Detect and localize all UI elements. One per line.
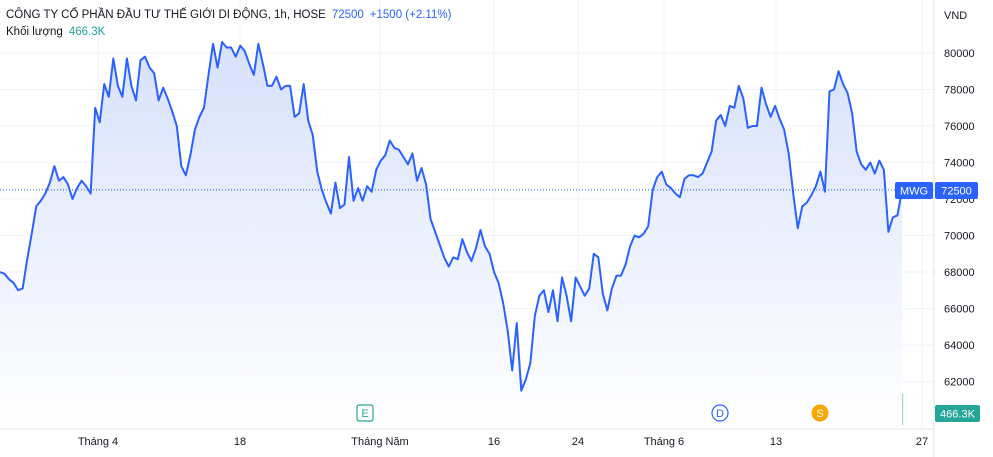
y-tick-label: 70000 xyxy=(944,231,975,243)
x-tick-label: 16 xyxy=(488,436,500,448)
y-tick-label: 66000 xyxy=(944,304,975,316)
currency-label: VND xyxy=(944,10,967,22)
x-tick-label: 27 xyxy=(916,436,928,448)
company-title: CÔNG TY CỔ PHẦN ĐẦU TƯ THẾ GIỚI DI ĐỘNG,… xyxy=(6,9,326,21)
event-marker-d-letter: D xyxy=(716,408,724,420)
y-tick-label: 64000 xyxy=(944,340,975,352)
event-marker-s-letter: S xyxy=(816,408,823,420)
price-tag-value: 72500 xyxy=(941,186,972,198)
event-marker-s[interactable]: S xyxy=(811,404,829,422)
x-tick-label: 18 xyxy=(234,436,246,448)
y-tick-label: 62000 xyxy=(944,377,975,389)
price-area-fill xyxy=(0,42,902,430)
y-tick-label: 78000 xyxy=(944,85,975,97)
x-axis-labels: Tháng 4 18 Tháng Năm 16 24 Tháng 6 13 27 xyxy=(78,436,928,448)
y-tick-label: 68000 xyxy=(944,267,975,279)
x-tick-label: Tháng 4 xyxy=(78,436,118,448)
x-tick-label: Tháng Năm xyxy=(351,436,408,448)
x-tick-label: 24 xyxy=(572,436,584,448)
event-marker-e-letter: E xyxy=(361,408,368,420)
chart-legend: CÔNG TY CỔ PHẦN ĐẦU TƯ THẾ GIỚI DI ĐỘNG,… xyxy=(6,7,451,41)
volume-label: Khối lượng xyxy=(6,26,63,38)
volume-tag-value: 466.3K xyxy=(940,409,976,421)
y-axis-labels: 8000078000760007400072000700006800066000… xyxy=(944,48,975,389)
last-price: 72500 xyxy=(331,9,364,21)
y-tick-label: 80000 xyxy=(944,48,975,60)
y-tick-label: 74000 xyxy=(944,158,975,170)
volume-value: 466.3K xyxy=(68,26,106,38)
price-line xyxy=(0,41,903,392)
volume-tag: 466.3K xyxy=(935,405,980,422)
price-change: +1500 (+2.11%) xyxy=(369,9,452,21)
x-tick-label: 13 xyxy=(770,436,782,448)
x-tick-label: Tháng 6 xyxy=(644,436,684,448)
price-tag: MWG 72500 xyxy=(895,182,978,199)
price-tag-symbol: MWG xyxy=(900,186,928,198)
event-marker-d[interactable]: D xyxy=(711,404,729,422)
event-marker-e[interactable]: E xyxy=(356,404,374,422)
y-tick-label: 76000 xyxy=(944,121,975,133)
